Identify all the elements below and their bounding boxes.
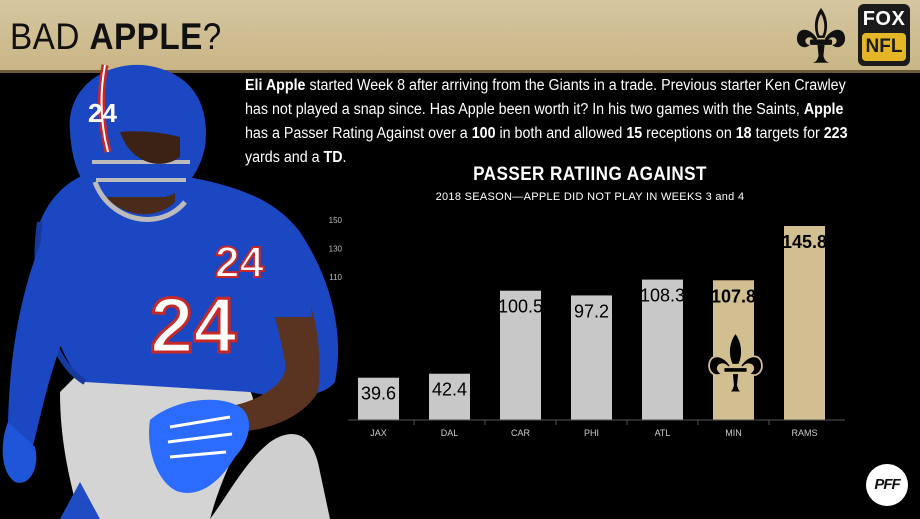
chart-title: PASSER RATIING AGAINST [473,164,707,185]
summary-segment: receptions on [642,125,736,142]
header-banner: BAD APPLE? FOX NFL [0,0,920,73]
fleur-de-lis-icon [708,330,763,394]
summary-segment: 15 [626,125,643,142]
x-tick-label: CAR [511,428,531,438]
summary-segment: yards and a [245,149,324,166]
summary-segment: 18 [735,125,752,142]
y-tick-label: 150 [329,216,343,225]
summary-segment: targets for [751,125,824,142]
summary-segment: 100 [471,125,496,142]
nfl-wordmark: NFL [862,33,906,61]
summary-segment: started Week 8 after arriving from the G… [245,77,846,118]
bar-phi [571,295,612,420]
bar-dal [429,373,470,420]
jersey-sleeve-number: 24 [215,238,264,287]
fox-wordmark: FOX [862,8,906,30]
summary-segment: . [342,149,347,166]
summary-segment: 223 [823,125,848,142]
summary-segment: TD [323,149,343,166]
bar-rams [784,226,825,420]
bar-car [500,290,541,420]
x-tick-label: RAMS [791,428,817,438]
x-tick-label: DAL [441,428,459,438]
chart-subtitle: 2018 SEASON—APPLE DID NOT PLAY IN WEEKS … [435,191,745,203]
x-tick-label: ATL [655,428,671,438]
data-label: 97.2 [574,301,609,321]
data-label: 100.5 [498,297,543,317]
x-tick-label: PHI [584,428,599,438]
y-tick-label: 130 [329,245,343,254]
fleur-de-lis-icon [796,8,846,63]
x-tick-label: MIN [725,428,742,438]
data-label: 42.4 [432,380,467,400]
summary-segment: in both and allowed [495,125,627,142]
page-title: BAD APPLE? [10,16,222,57]
jersey-number: 24 [150,281,237,369]
summary-segment: has a Passer Rating Against over a [245,125,472,142]
y-tick-label: 110 [329,273,342,282]
summary-text: Eli Apple started Week 8 after arriving … [245,74,857,170]
data-label: 107.8 [711,286,756,306]
player-photo: 24 24 24 [2,64,339,519]
helmet-number: 24 [88,98,117,128]
summary-segment: Apple [803,101,844,118]
fox-nfl-logo: FOX NFL [858,4,910,66]
bar-atl [642,279,683,420]
summary-segment: Eli Apple [245,77,306,94]
pff-logo: PFF [866,464,908,506]
passer-rating-chart: 110 130 150 39.6 42.4 100.5 97.2 108.3 107.8 145… [329,216,845,438]
bar-jax [358,377,399,420]
data-label: 108.3 [640,286,685,306]
data-label: 39.6 [361,384,396,404]
data-label: 145.8 [782,232,827,252]
x-tick-label: JAX [370,428,387,438]
